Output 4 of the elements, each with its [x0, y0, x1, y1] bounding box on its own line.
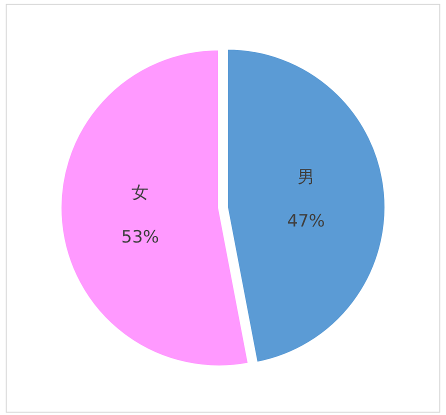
data-label: 47% — [287, 212, 325, 232]
data-label: 53% — [121, 227, 160, 248]
slice-label: 男 — [298, 168, 315, 188]
slice-label: 女 — [132, 183, 149, 204]
